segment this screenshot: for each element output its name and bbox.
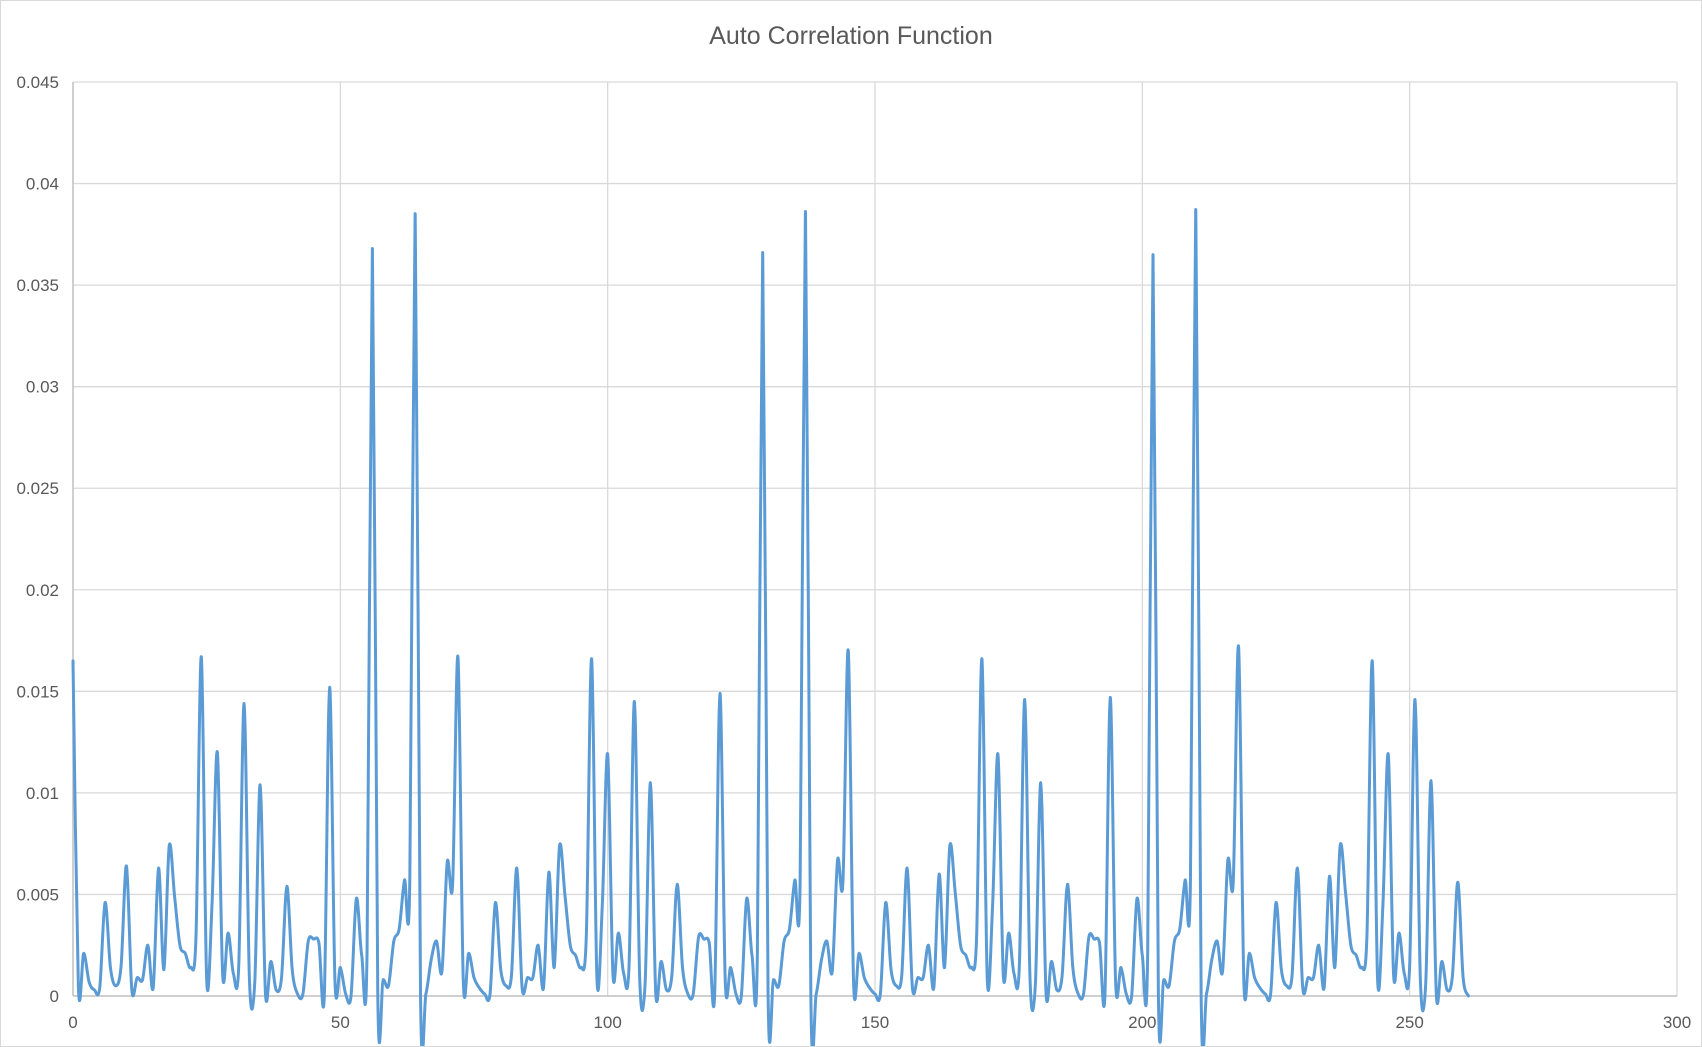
series-layer: [71, 208, 1470, 1046]
y-tick-label: 0.005: [16, 885, 59, 904]
y-tick-label: 0.02: [26, 581, 59, 600]
x-tick-label: 100: [593, 1013, 621, 1032]
gridlines: [73, 81, 1678, 996]
acf-series-line: [71, 208, 1470, 1046]
tick-labels: 0 0.005 0.01 0.015 0.02 0.025 0.03 0.035 0.04 0.0…: [16, 73, 1691, 1032]
y-tick-label: 0.01: [26, 784, 59, 803]
y-tick-label: 0: [50, 987, 59, 1006]
x-tick-label: 250: [1395, 1013, 1423, 1032]
y-tick-label: 0.015: [16, 682, 59, 701]
x-tick-label: 300: [1663, 1013, 1691, 1032]
x-tick-label: 50: [331, 1013, 350, 1032]
chart-title: Auto Correlation Function: [709, 22, 992, 50]
x-tick-label: 150: [861, 1013, 889, 1032]
x-tick-label: 0: [68, 1013, 77, 1032]
y-tick-label: 0.035: [16, 276, 59, 295]
y-tick-label: 0.025: [16, 479, 59, 498]
y-tick-label: 0.045: [16, 73, 59, 92]
y-tick-label: 0.03: [26, 378, 59, 397]
x-tick-label: 200: [1128, 1013, 1156, 1032]
y-tick-label: 0.04: [26, 175, 59, 194]
